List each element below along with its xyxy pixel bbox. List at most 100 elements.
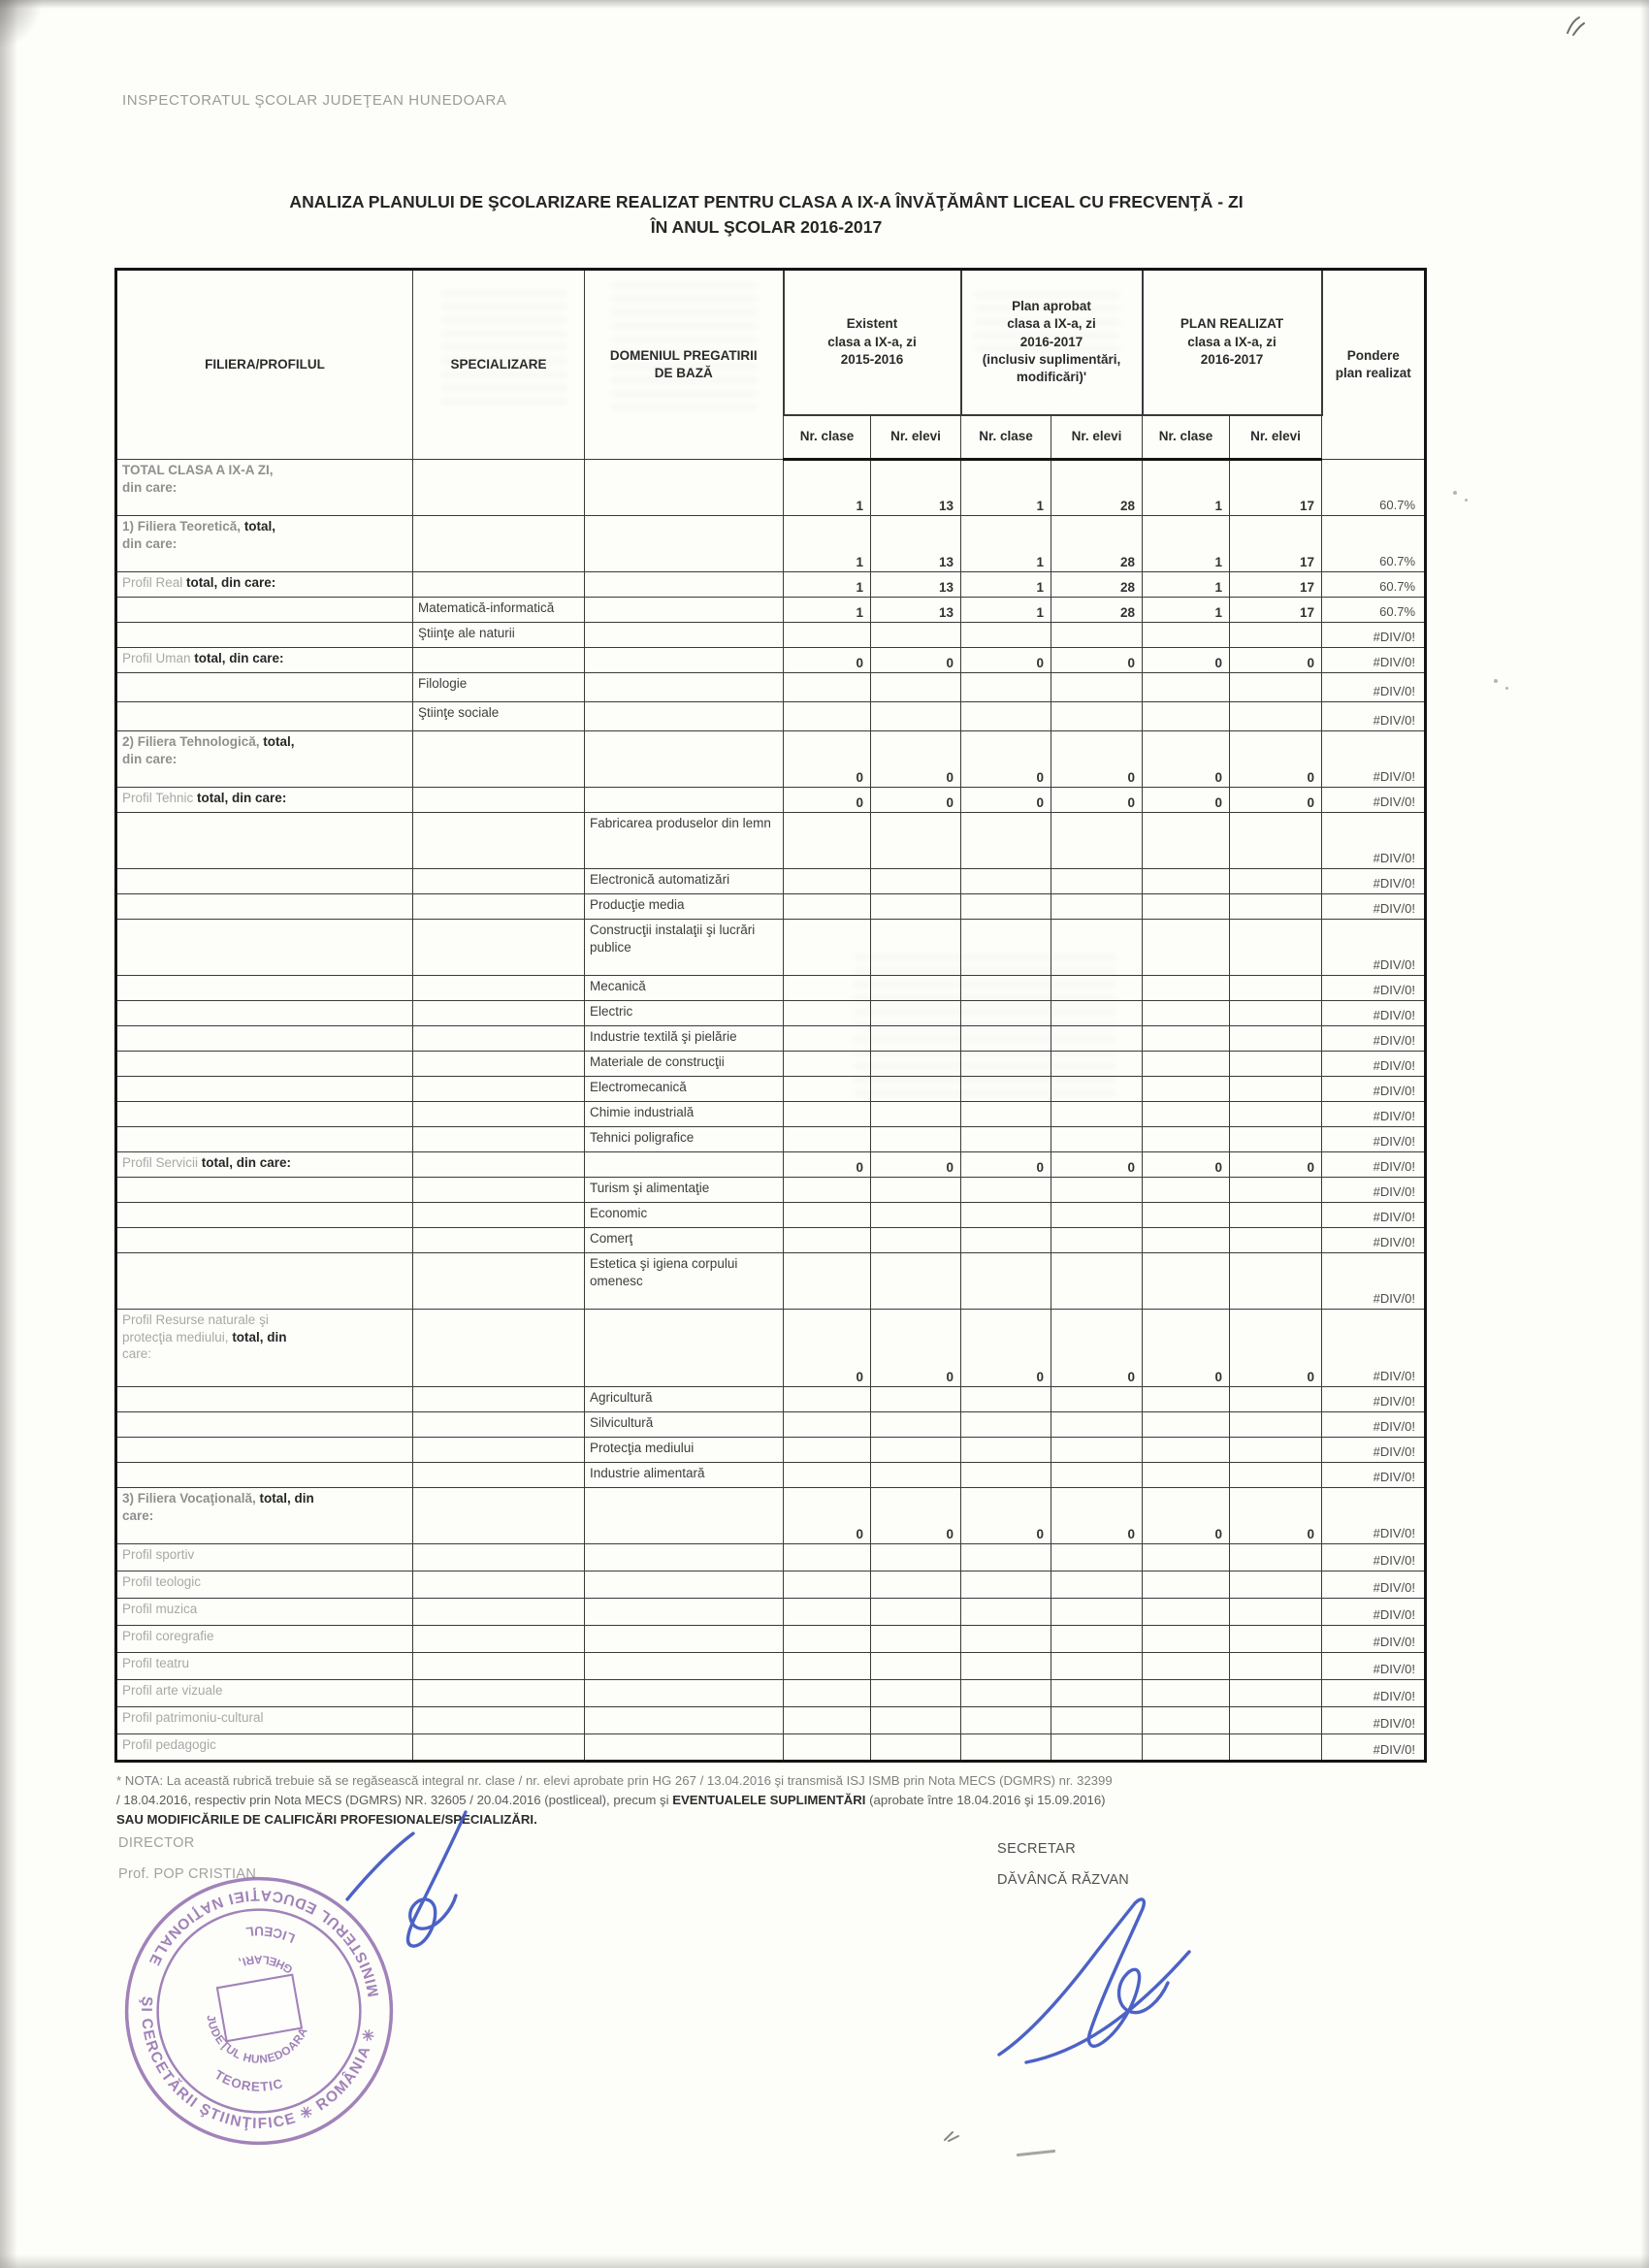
table-row: Industrie textilă şi pielărie #DIV/0! [115,1025,1427,1052]
cell-value [1050,919,1144,976]
cell-value [870,1101,961,1127]
cell-pondere: #DIV/0! [1321,1202,1427,1228]
footnote-line2: / 18.04.2016, respectiv prin Nota MECS (… [116,1792,1106,1807]
cell-value [1050,1202,1144,1228]
cell-value [1229,1000,1323,1026]
cell-specializare [412,1025,585,1052]
table-row: TOTAL CLASA A IX-A ZI, din care: 1 13 1 28 1 17… [115,459,1427,516]
cell-domeniul: Tehnici poligrafice [584,1126,784,1152]
cell-value [1229,812,1323,869]
cell-value [1050,1076,1144,1102]
cell-value [870,1126,961,1152]
table-row: Profil Uman total, din care: 0 0 0 0 0 0 #DIV/0… [115,647,1427,673]
cell-pondere: #DIV/0! [1321,1487,1427,1544]
cell-value [1142,672,1231,702]
cell-value: 0 [1229,787,1323,813]
cell-specializare: Filologie [412,672,585,702]
cell-value [870,1202,961,1228]
cell-value: 13 [870,571,961,598]
cell-value: 0 [870,1487,961,1544]
cell-value [783,1051,871,1077]
cell-filiera [115,1386,413,1412]
scan-artifact [1494,679,1498,683]
cell-value [1142,1411,1231,1438]
cell-value [1229,1679,1323,1707]
document-title-line2: ÎN ANUL ŞCOLAR 2016-2017 [650,216,883,237]
cell-filiera: Profil pedagogic [115,1733,413,1762]
cell-value [783,1076,871,1102]
cell-value [870,919,961,976]
cell-filiera [115,812,413,869]
cell-value [960,1202,1051,1228]
cell-filiera: Profil sportiv [115,1543,413,1571]
cell-value [783,919,871,976]
cell-value [1229,1652,1323,1680]
cell-value: 0 [1229,1487,1323,1544]
cell-value: 1 [960,571,1051,598]
cell-value [960,1571,1051,1599]
subheader-nr-elevi: Nr. elevi [1050,414,1144,461]
official-stamp: MINISTERUL EDUCAŢIEI NAŢIONALE ŞI CERCET… [122,1871,396,2148]
cell-specializare [412,1679,585,1707]
cell-pondere: #DIV/0! [1321,812,1427,869]
cell-value: 0 [1050,1309,1144,1387]
cell-domeniul [584,672,784,702]
cell-value: 1 [1142,459,1231,516]
cell-domeniul [584,701,784,731]
cell-value [870,1252,961,1310]
cell-specializare [412,1101,585,1127]
cell-value: 1 [783,515,871,572]
cell-value [870,1679,961,1707]
cell-value [1229,1598,1323,1626]
cell-value [1229,919,1323,976]
cell-value [1050,1652,1144,1680]
cell-specializare [412,975,585,1001]
cell-value [960,1598,1051,1626]
cell-filiera [115,1177,413,1203]
institution-header: INSPECTORATUL ŞCOLAR JUDEŢEAN HUNEDOARA [122,92,507,109]
cell-value [870,1652,961,1680]
cell-value [1050,893,1144,920]
cell-pondere: #DIV/0! [1321,730,1427,788]
cell-filiera: Profil arte vizuale [115,1679,413,1707]
cell-value: 0 [1050,1487,1144,1544]
cell-filiera [115,1252,413,1310]
table-row: Materiale de construcţii #DIV/0! [115,1051,1427,1077]
cell-filiera: Profil muzica [115,1598,413,1626]
cell-domeniul: Economic [584,1202,784,1228]
cell-specializare: Matematică-informatică [412,597,585,623]
cell-value [783,1706,871,1734]
cell-specializare [412,1000,585,1026]
cell-value [960,1386,1051,1412]
cell-value [1142,812,1231,869]
table-row: Chimie industrială #DIV/0! [115,1101,1427,1127]
table-row: Profil muzica #DIV/0! [115,1598,1427,1626]
cell-pondere: #DIV/0! [1321,1411,1427,1438]
cell-value [1050,1025,1144,1052]
cell-value [1229,1227,1323,1253]
cell-pondere: #DIV/0! [1321,672,1427,702]
cell-domeniul: Industrie alimentară [584,1462,784,1488]
cell-filiera: Profil coregrafie [115,1625,413,1653]
stamp-inner-text: GHELARI, [235,1949,296,1977]
table-row: Ştiinţe sociale #DIV/0! [115,701,1427,731]
table-row: Profil teatru #DIV/0! [115,1652,1427,1680]
cell-value [1142,919,1231,976]
cell-domeniul: Silvicultură [584,1411,784,1438]
cell-value [960,1411,1051,1438]
cell-pondere: #DIV/0! [1321,701,1427,731]
cell-domeniul [584,1625,784,1653]
stamp-center-emblem [215,1973,304,2043]
cell-value [783,1101,871,1127]
cell-specializare [412,1598,585,1626]
cell-value [783,1202,871,1228]
cell-filiera: Profil Uman total, din care: [115,647,413,673]
cell-value [1050,1252,1144,1310]
cell-value [1142,1437,1231,1463]
cell-value: 1 [1142,515,1231,572]
cell-value [960,1625,1051,1653]
cell-value: 0 [1142,1309,1231,1387]
cell-pondere: #DIV/0! [1321,1076,1427,1102]
cell-value [1142,893,1231,920]
cell-value: 0 [870,730,961,788]
